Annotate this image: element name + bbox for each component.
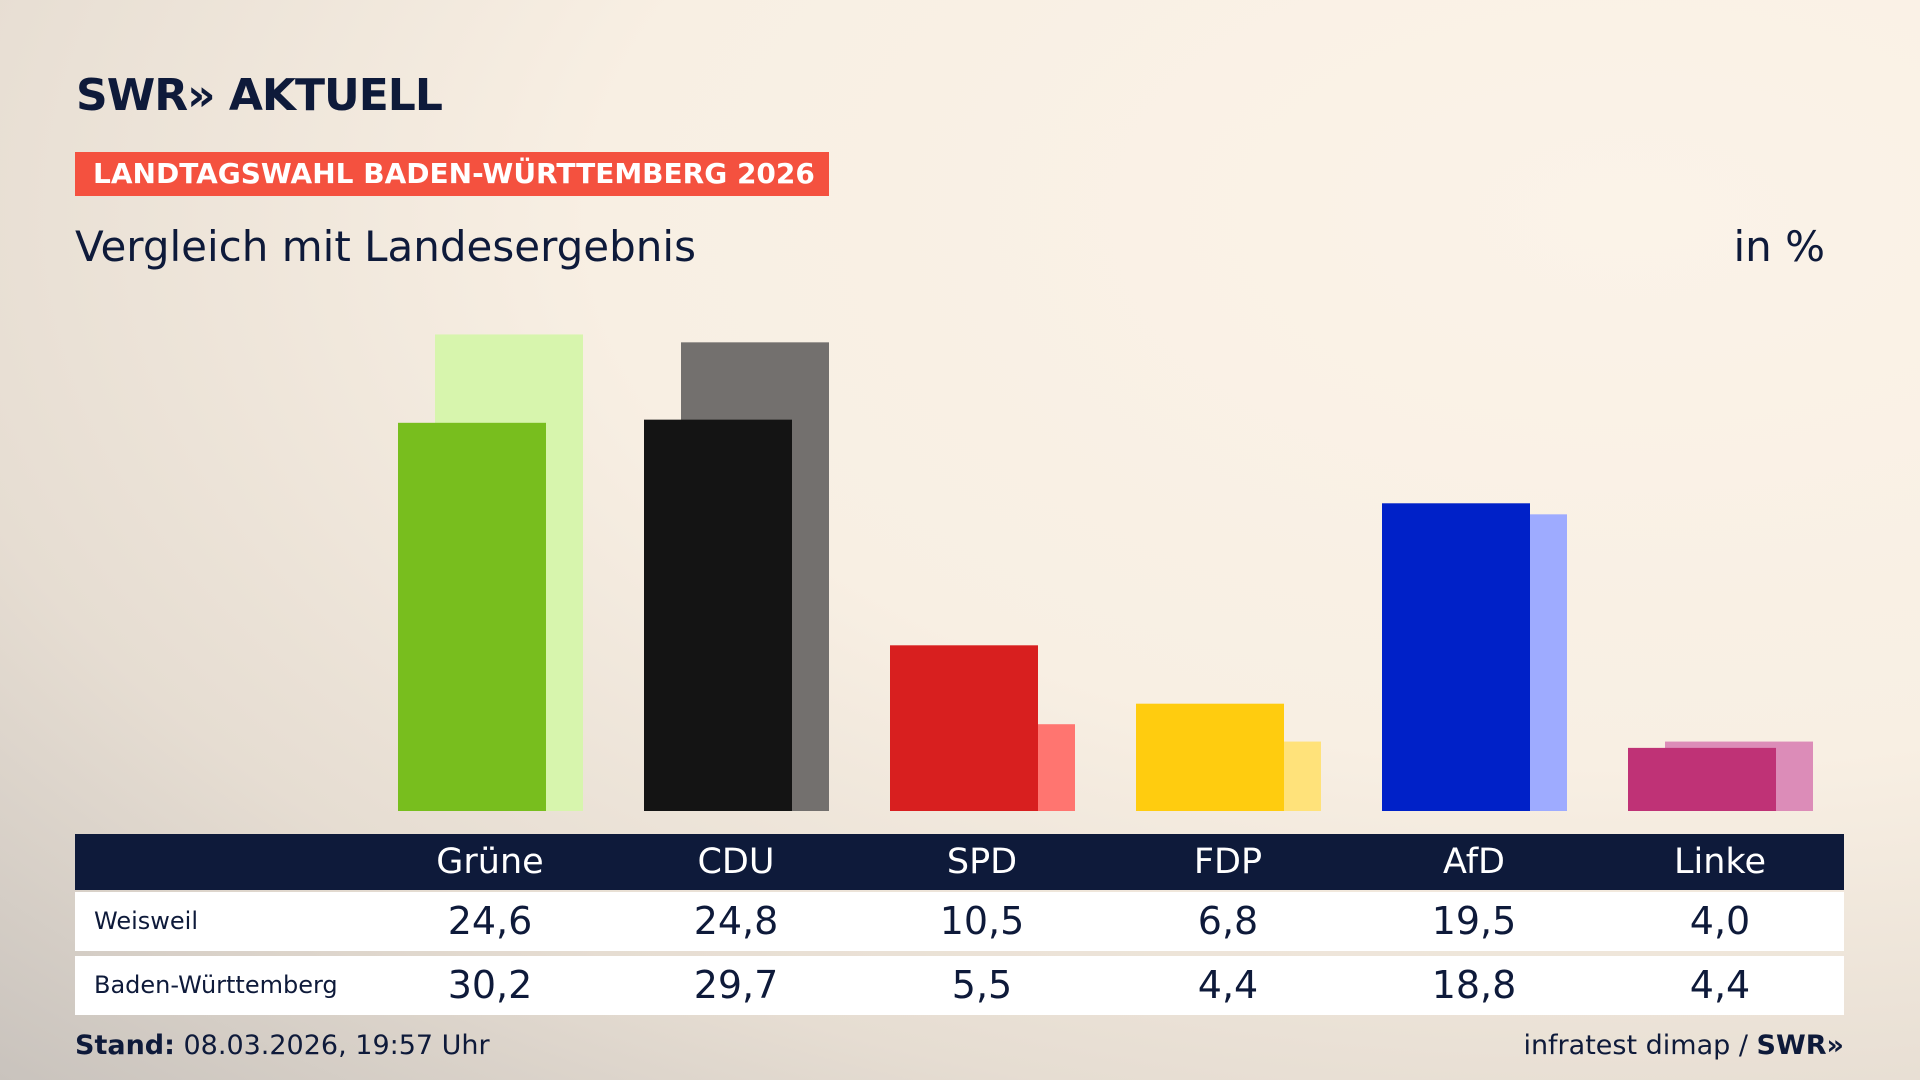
- column-header: FDP: [1193, 842, 1263, 882]
- table-row: Baden-Württemberg 30,2 29,7 5,5 4,4 18,8 4,4: [75, 956, 1844, 1015]
- table-cell: 4,0: [1689, 899, 1751, 943]
- column-header: Linke: [1674, 842, 1766, 882]
- local-bar-spd: [890, 645, 1038, 811]
- table-cell: 24,8: [693, 899, 779, 943]
- local-bar-afd: [1382, 503, 1530, 811]
- stand-value: 08.03.2026, 19:57 Uhr: [174, 1030, 490, 1061]
- row-label: Baden-Württemberg: [94, 971, 338, 999]
- column-header: AfD: [1443, 842, 1505, 882]
- table-cell: 6,8: [1197, 899, 1259, 943]
- swr-aktuell-logo: SWR» AKTUELL: [76, 70, 443, 121]
- swr-logo-small: SWR»: [1756, 1030, 1844, 1061]
- column-header: CDU: [697, 842, 775, 882]
- table-cell: 4,4: [1689, 963, 1751, 1007]
- table-cell: 29,7: [693, 963, 779, 1007]
- bar-chart: [398, 334, 1813, 811]
- local-bar-grüne: [398, 422, 546, 811]
- table-cell: 18,8: [1431, 963, 1517, 1007]
- source-text: infratest dimap /: [1523, 1030, 1757, 1061]
- column-header: Grüne: [436, 842, 544, 882]
- table-cell: 4,4: [1197, 963, 1259, 1007]
- table-cell: 10,5: [939, 899, 1025, 943]
- unit-label: in %: [1733, 222, 1825, 271]
- timestamp: Stand: 08.03.2026, 19:57 Uhr: [75, 1030, 490, 1061]
- table-cell: 19,5: [1431, 899, 1517, 943]
- table-row: Weisweil 24,6 24,8 10,5 6,8 19,5 4,0: [75, 892, 1844, 951]
- source: infratest dimap / SWR»: [1523, 1030, 1844, 1061]
- row-label: Weisweil: [94, 907, 198, 935]
- chart-subtitle: Vergleich mit Landesergebnis: [75, 222, 696, 271]
- column-header: SPD: [946, 842, 1018, 882]
- results-table: Grüne CDU SPD FDP AfD Linke Weisweil 24,6 24,8…: [75, 834, 1844, 1015]
- stand-label: Stand:: [75, 1030, 175, 1061]
- local-bar-cdu: [644, 419, 792, 811]
- local-bar-fdp: [1136, 703, 1284, 811]
- election-banner: LANDTAGSWAHL BADEN-WÜRTTEMBERG 2026: [75, 152, 829, 196]
- table-cell: 30,2: [447, 963, 533, 1007]
- local-bar-linke: [1628, 747, 1776, 811]
- table-cell: 24,6: [447, 899, 533, 943]
- table-cell: 5,5: [951, 963, 1013, 1007]
- table-header: Grüne CDU SPD FDP AfD Linke: [75, 834, 1844, 890]
